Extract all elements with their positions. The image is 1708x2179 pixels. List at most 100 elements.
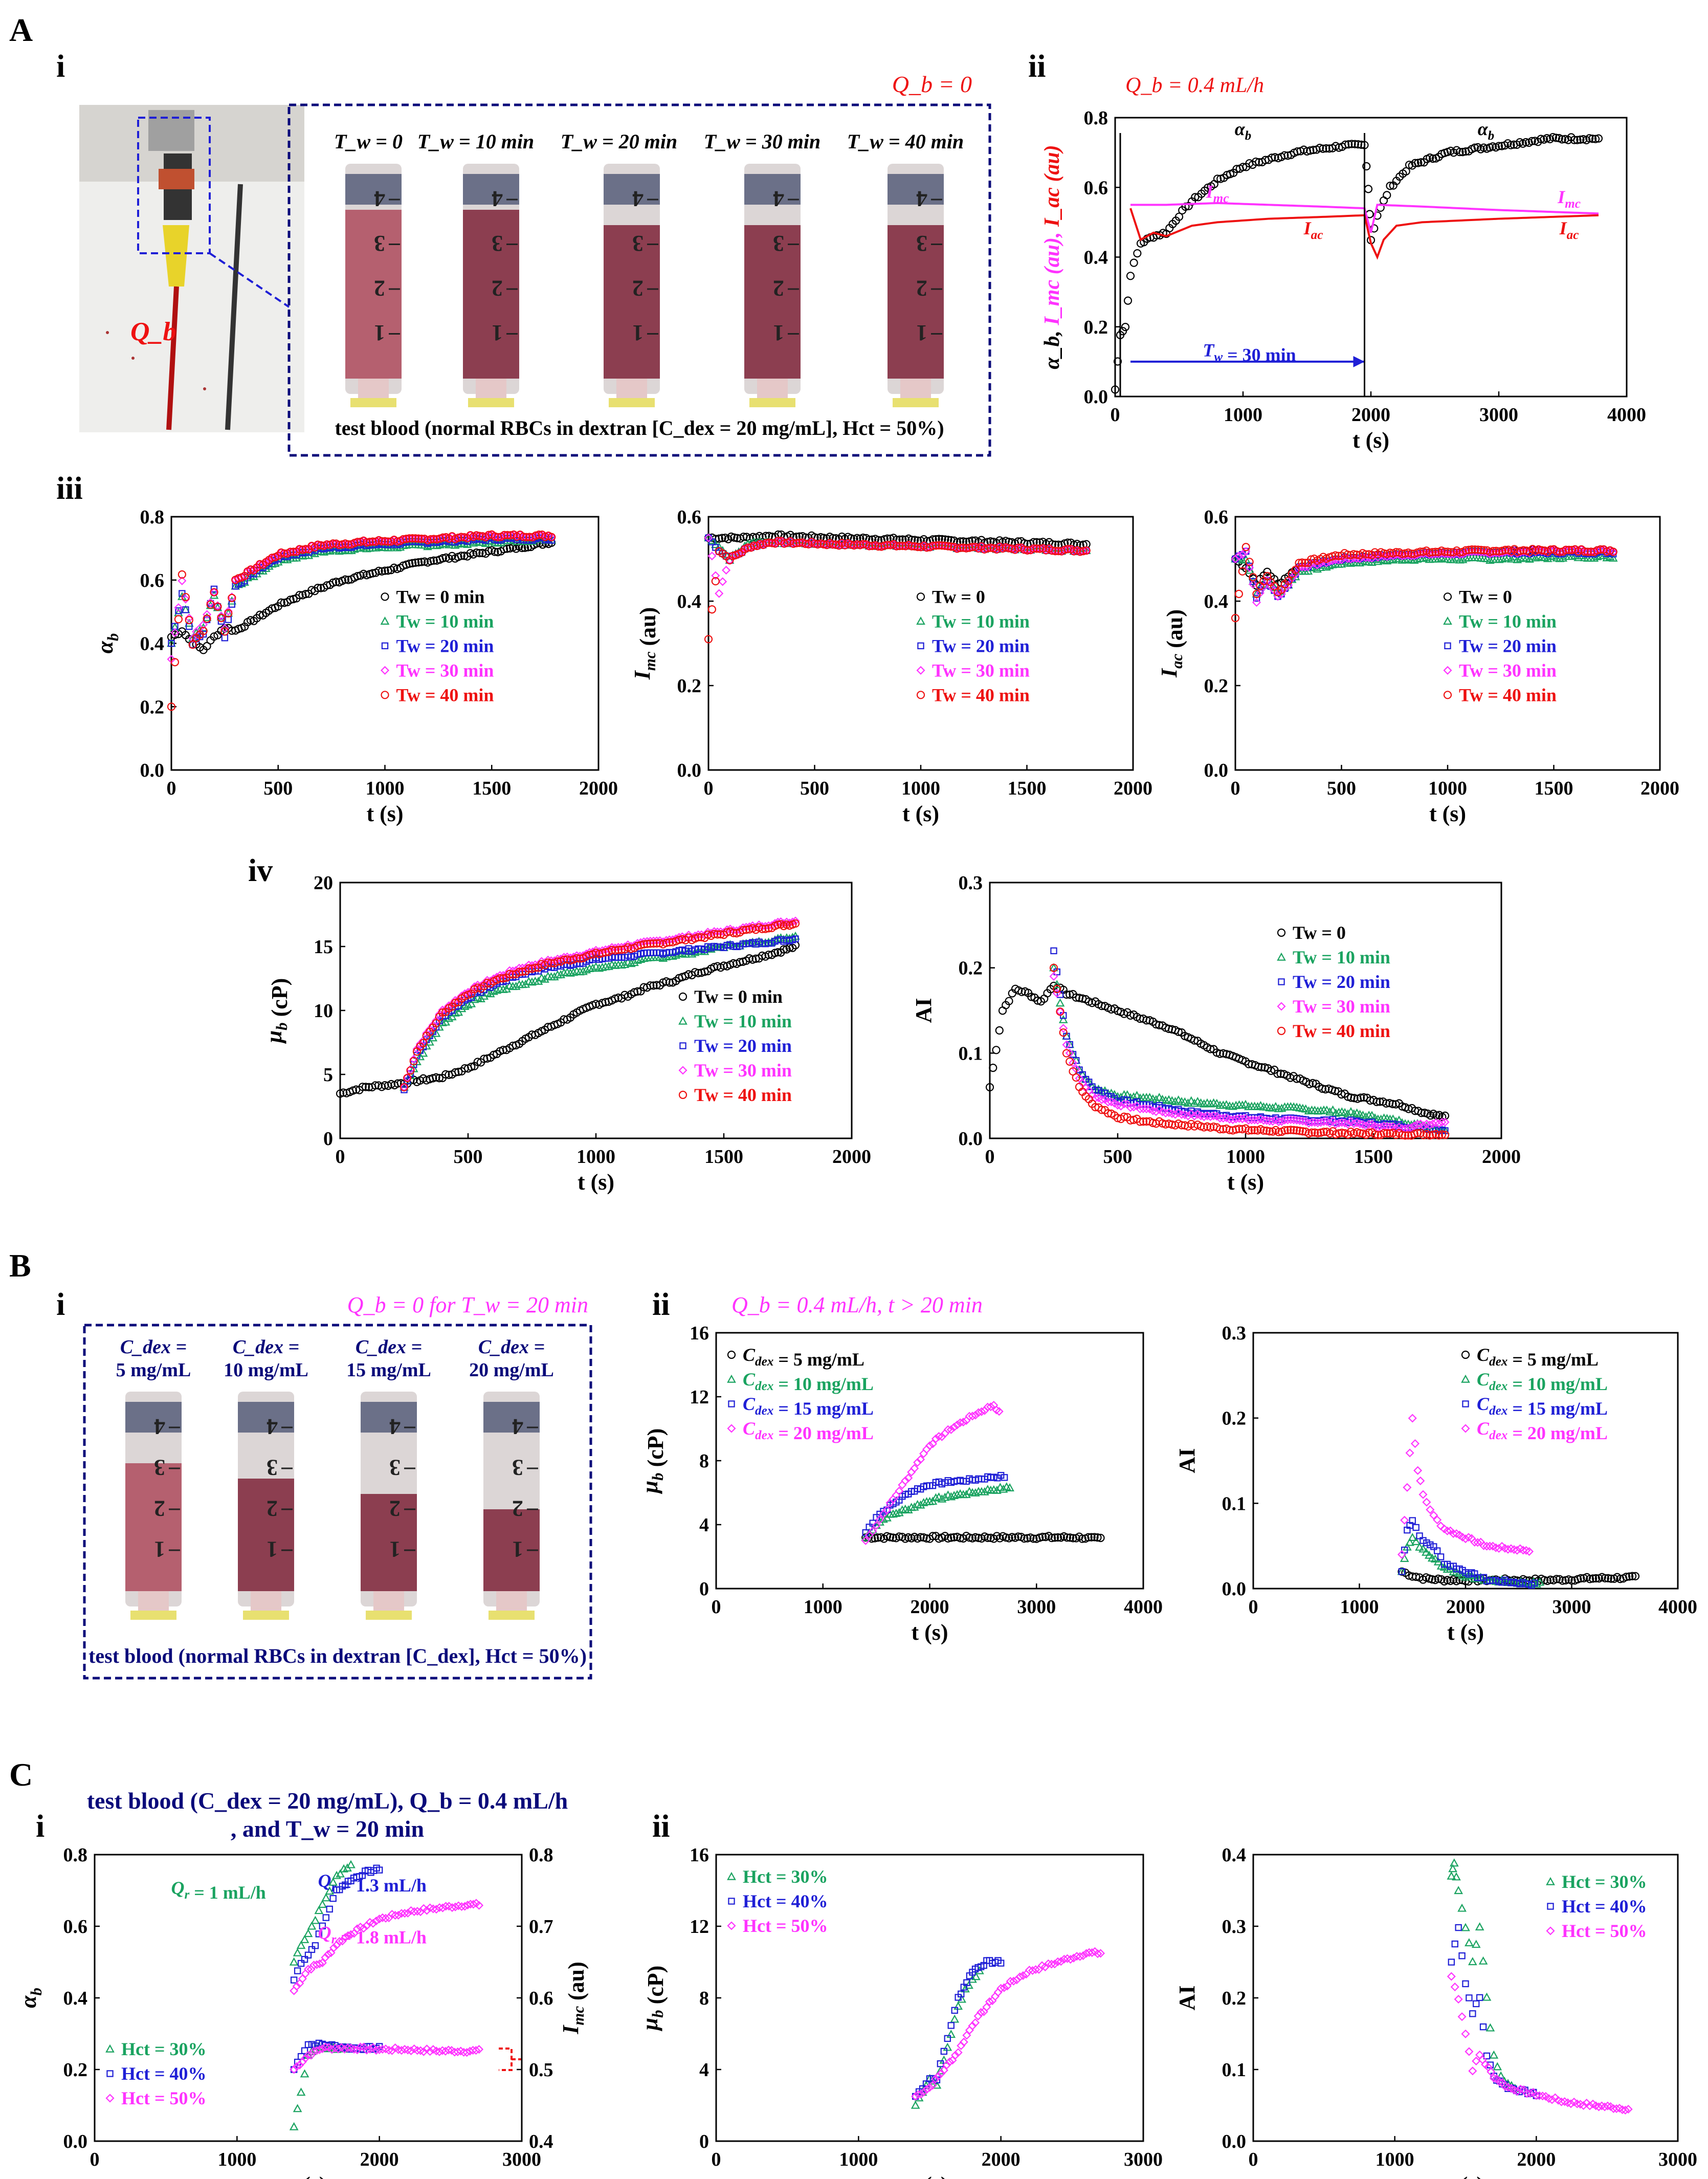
y-axis-label: αb xyxy=(93,633,122,654)
data-point xyxy=(175,607,182,614)
data-point xyxy=(668,951,677,960)
data-point xyxy=(872,1521,881,1530)
data-point xyxy=(1478,2055,1487,2064)
y-tick-label: 0.4 xyxy=(1084,247,1108,269)
legend-label: Tw = 10 min xyxy=(694,1011,792,1031)
data-point xyxy=(506,531,515,540)
data-point xyxy=(1318,1084,1327,1093)
data-point xyxy=(1259,1116,1268,1125)
data-point xyxy=(329,539,338,548)
data-point xyxy=(1592,552,1602,560)
data-point xyxy=(1200,1123,1208,1132)
data-point xyxy=(1161,1095,1170,1104)
data-point xyxy=(1244,1116,1253,1125)
x-tick-label: 1500 xyxy=(704,1146,743,1168)
data-point xyxy=(1053,984,1061,994)
data-point xyxy=(295,590,304,600)
data-point xyxy=(711,571,720,580)
series-c-dex-5-mg-ml xyxy=(861,1531,1105,1543)
data-point xyxy=(665,938,674,947)
x-tick-label: 0 xyxy=(985,1146,995,1168)
data-point xyxy=(1461,1424,1470,1433)
data-point xyxy=(1352,551,1361,559)
data-point xyxy=(1322,144,1330,153)
cdex-value: 5 mg/mL xyxy=(116,1359,191,1381)
data-point xyxy=(1209,1111,1218,1120)
legend-label: Tw = 30 min xyxy=(932,660,1030,680)
data-point xyxy=(910,1464,919,1473)
data-point xyxy=(1298,1116,1307,1126)
data-point xyxy=(429,1074,437,1083)
data-point xyxy=(1253,1102,1262,1110)
data-point xyxy=(1478,1956,1488,1965)
data-point xyxy=(1344,140,1353,149)
data-point xyxy=(710,930,719,938)
data-point xyxy=(329,1895,337,1902)
data-point xyxy=(780,945,788,954)
data-point xyxy=(1206,1099,1215,1108)
data-point xyxy=(1060,545,1069,554)
series--b xyxy=(1111,133,1603,394)
data-point xyxy=(1422,1547,1431,1556)
annotation-label: Qr = 1.3 mL/h xyxy=(318,1870,427,1896)
y-tick-label: 0.3 xyxy=(959,872,983,894)
data-point xyxy=(344,540,353,549)
data-point xyxy=(1425,1120,1434,1130)
syringe-scale-mark: 2 xyxy=(512,1496,523,1521)
data-point xyxy=(314,540,322,549)
data-point xyxy=(1301,559,1310,567)
data-point xyxy=(203,614,211,623)
data-point xyxy=(911,542,919,551)
data-point xyxy=(380,666,390,675)
data-point xyxy=(1458,555,1468,563)
x-tick-label: 3000 xyxy=(1658,2149,1697,2170)
data-point xyxy=(1440,1131,1450,1139)
data-point xyxy=(1383,1129,1391,1138)
data-point xyxy=(866,1524,873,1531)
data-point xyxy=(791,919,800,928)
data-point xyxy=(1325,1118,1335,1128)
data-point xyxy=(331,578,341,586)
data-point xyxy=(971,1488,980,1496)
data-point xyxy=(1191,193,1200,202)
imc-bracket xyxy=(499,2048,522,2071)
data-point xyxy=(1062,1049,1071,1058)
x-tick-label: 3000 xyxy=(1479,404,1518,426)
photo-qb-label: Q_b xyxy=(130,317,176,346)
series-tw-40-min xyxy=(1049,963,1450,1140)
data-point xyxy=(1398,549,1407,558)
data-point xyxy=(295,545,304,554)
data-point xyxy=(221,634,229,642)
y-tick-label: 4 xyxy=(699,1514,709,1536)
data-point xyxy=(1136,1117,1144,1126)
data-point xyxy=(170,658,180,667)
data-point xyxy=(861,1536,870,1545)
data-point xyxy=(879,1514,888,1523)
data-point xyxy=(986,1402,995,1412)
y-right-tick-label: 0.6 xyxy=(529,1988,553,2009)
data-point xyxy=(1283,1115,1292,1125)
syringe-scale-mark: 4 xyxy=(773,186,784,211)
data-point xyxy=(1412,1524,1419,1531)
data-point xyxy=(1174,212,1184,221)
data-point xyxy=(1416,547,1425,556)
data-point xyxy=(1066,1533,1074,1542)
data-point xyxy=(1190,1098,1199,1107)
data-point xyxy=(457,533,465,541)
data-point xyxy=(1161,1109,1170,1118)
data-point xyxy=(182,606,189,613)
data-point xyxy=(1254,1062,1263,1071)
data-point xyxy=(1379,196,1388,205)
data-point xyxy=(1249,580,1258,589)
data-point xyxy=(1430,1543,1437,1550)
data-point xyxy=(280,549,289,558)
data-point xyxy=(358,1083,367,1091)
data-point xyxy=(1341,140,1350,149)
data-point xyxy=(1558,135,1566,144)
annotation-label: Iac xyxy=(1303,218,1323,242)
data-point xyxy=(971,1533,980,1542)
data-point xyxy=(496,974,504,983)
